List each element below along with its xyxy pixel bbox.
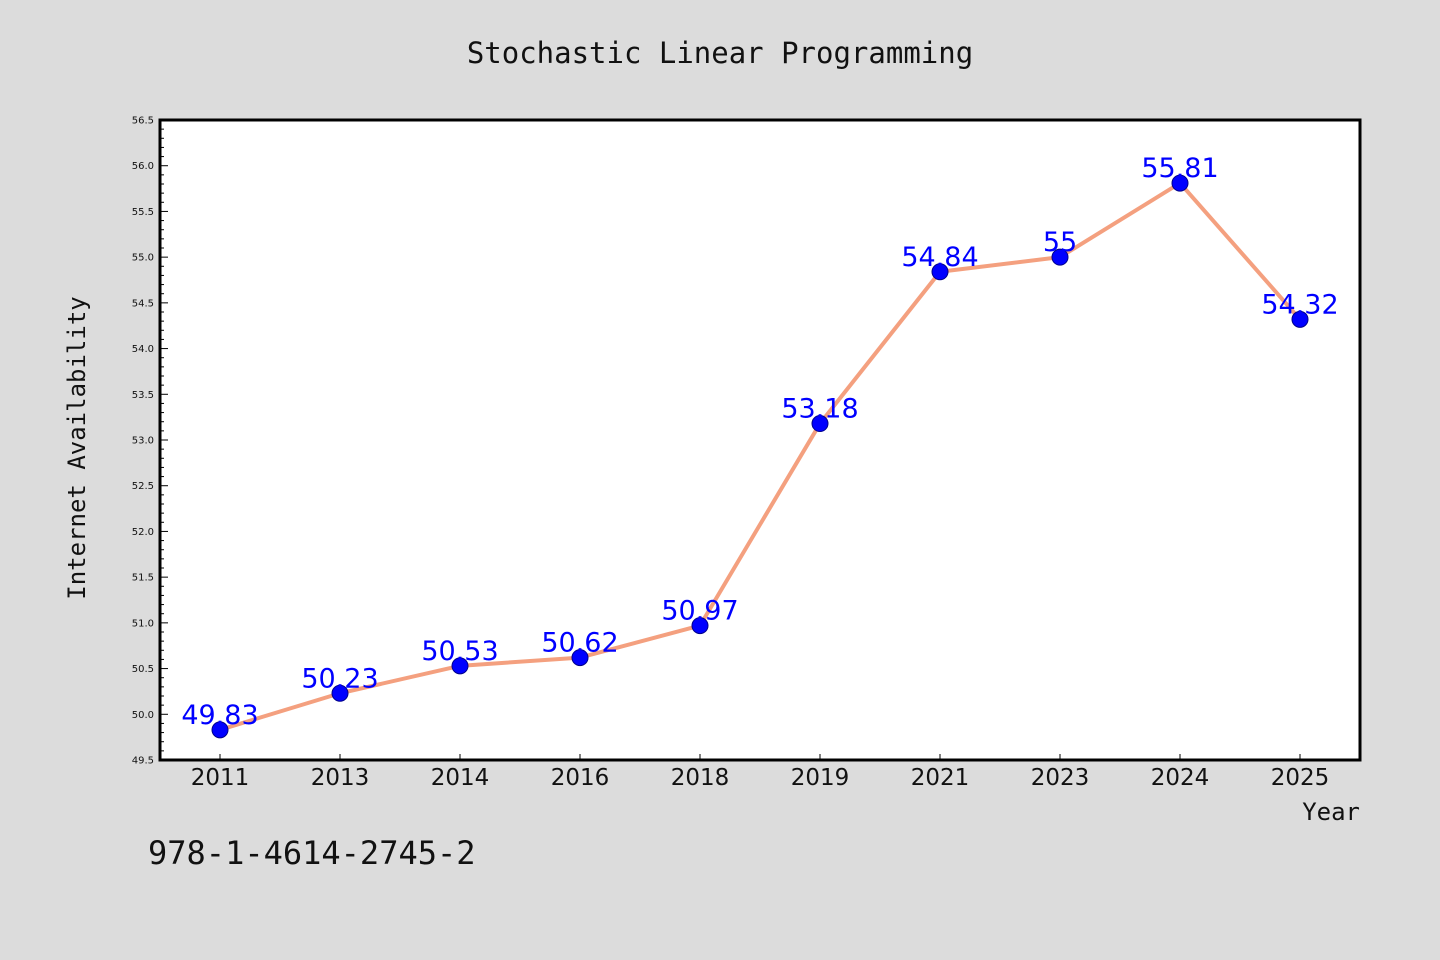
y-tick-label: 54.0 <box>132 344 154 355</box>
y-tick-label: 52.5 <box>132 481 154 492</box>
data-label: 54.32 <box>1261 289 1338 320</box>
series-layer <box>211 174 1309 739</box>
data-point-marker <box>931 263 949 281</box>
y-tick-label: 53.0 <box>132 436 154 447</box>
y-tick-label: 50.5 <box>132 664 154 675</box>
x-tick-label: 2013 <box>311 765 370 791</box>
x-tick-label: 2024 <box>1151 765 1210 791</box>
y-tick-label: 56.0 <box>132 161 154 172</box>
x-tick-label: 2025 <box>1271 765 1330 791</box>
data-point-marker <box>1171 174 1189 192</box>
data-labels-layer: 49.83 50.23 50.53 50.62 50.97 53.18 54.84 55 55.… <box>181 153 1338 731</box>
y-axis: 49.5 50.0 50.5 51.0 51.5 52.0 52.5 53.0 53.5 54.0… <box>132 116 168 767</box>
data-point-marker <box>331 684 349 702</box>
data-label: 55 <box>1043 227 1077 258</box>
data-point-marker <box>811 415 829 433</box>
data-point-marker <box>211 721 229 739</box>
x-tick-label: 2014 <box>431 765 490 791</box>
data-label: 50.97 <box>661 596 738 627</box>
x-axis-label: Year <box>1302 798 1360 826</box>
y-tick-label: 51.0 <box>132 618 154 629</box>
data-point-marker <box>1051 248 1069 266</box>
x-axis: 2011 2013 2014 2016 2018 2019 2021 2023 2024 2025 <box>191 754 1330 791</box>
y-tick-label: 54.5 <box>132 298 154 309</box>
y-tick-label: 56.5 <box>132 116 154 127</box>
data-point-marker <box>571 649 589 667</box>
y-tick-label: 49.5 <box>132 756 154 767</box>
x-tick-label: 2019 <box>791 765 850 791</box>
plot-area <box>158 118 1362 762</box>
data-label: 50.62 <box>541 628 618 659</box>
y-tick-label: 52.0 <box>132 527 154 538</box>
data-label: 50.53 <box>421 636 498 667</box>
chart-title: Stochastic Linear Programming <box>467 36 973 70</box>
x-tick-label: 2018 <box>671 765 730 791</box>
data-label: 50.23 <box>301 663 378 694</box>
x-tick-label: 2016 <box>551 765 610 791</box>
y-tick-label: 51.5 <box>132 573 154 584</box>
y-axis-label: Internet Availability <box>63 296 91 599</box>
x-tick-label: 2021 <box>911 765 970 791</box>
data-point-marker <box>1291 310 1309 328</box>
data-label: 49.83 <box>181 700 258 731</box>
y-tick-label: 50.0 <box>132 710 154 721</box>
x-tick-label: 2011 <box>191 765 250 791</box>
x-tick-label: 2023 <box>1031 765 1090 791</box>
data-label: 53.18 <box>781 394 858 425</box>
y-tick-label: 55.5 <box>132 207 154 218</box>
series-line <box>218 181 1302 732</box>
y-tick-label: 55.0 <box>132 253 154 264</box>
data-label: 54.84 <box>901 242 978 273</box>
chart-caption: 978-1-4614-2745-2 <box>148 834 476 872</box>
y-tick-label: 53.5 <box>132 390 154 401</box>
data-point-marker <box>451 657 469 675</box>
data-point-marker <box>691 617 709 635</box>
data-label: 55.81 <box>1141 153 1218 184</box>
